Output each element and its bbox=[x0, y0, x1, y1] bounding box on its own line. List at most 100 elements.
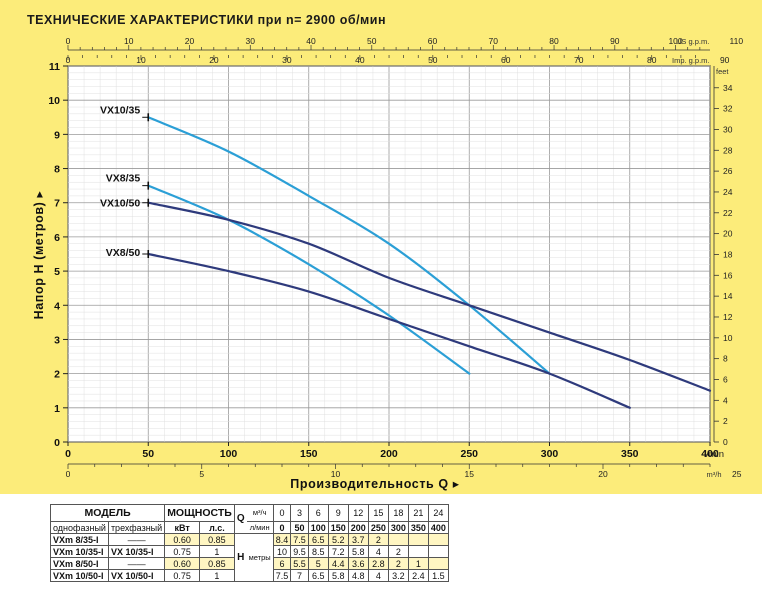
series-line-vx10-50 bbox=[147, 201, 712, 392]
h-value: 5.5 bbox=[290, 557, 309, 570]
us-gpm-tick-label: 100 bbox=[668, 36, 682, 46]
h-value: 10 bbox=[272, 545, 292, 558]
m3h-tick-label: 25 bbox=[732, 469, 742, 479]
h-value: 6 bbox=[272, 557, 292, 570]
series-labels: VX10/35 VX8/35 VX10/50 VX8/50 bbox=[100, 104, 150, 259]
model-header: МОДЕЛЬ bbox=[49, 504, 166, 522]
x-tick-label: 50 bbox=[142, 448, 154, 460]
power-kw: 0.75 bbox=[164, 569, 201, 582]
h-value: 7.5 bbox=[290, 533, 309, 546]
model-three: VX 10/35-I bbox=[107, 545, 166, 558]
h-value: 3.6 bbox=[347, 557, 369, 570]
h-value: 6.5 bbox=[307, 533, 329, 546]
flow-lmin-1: 50 bbox=[290, 521, 309, 534]
us-gpm-tick-label: 20 bbox=[185, 36, 195, 46]
h-value: 8.4 bbox=[272, 533, 292, 546]
feet-tick-label: 8 bbox=[723, 354, 728, 364]
m3h-tick-label: 5 bbox=[199, 469, 204, 479]
x-tick-label: 350 bbox=[621, 448, 639, 460]
power-hp: 1 bbox=[199, 569, 235, 582]
h-value: 2 bbox=[367, 533, 389, 546]
series-label-vx10-35: VX10/35 bbox=[100, 104, 140, 116]
flow-lmin-3: 150 bbox=[327, 521, 349, 534]
h-value bbox=[407, 533, 429, 546]
imp-gpm-unit-label: Imp. g.p.m. bbox=[672, 56, 710, 65]
flow-lmin-7: 350 bbox=[407, 521, 429, 534]
imp-gpm-tick-label: 70 bbox=[574, 55, 584, 65]
kw-header: кВт bbox=[164, 521, 201, 534]
flow-m3h-3: 9 bbox=[327, 504, 349, 522]
unit-m3h: м³/ч bbox=[246, 504, 274, 522]
q-label: Q bbox=[233, 504, 247, 534]
y-tick-label: 3 bbox=[54, 334, 60, 346]
imp-gpm-tick-label: 20 bbox=[209, 55, 219, 65]
flow-m3h-6: 18 bbox=[387, 504, 409, 522]
h-value: 4.4 bbox=[327, 557, 349, 570]
flow-m3h-1: 3 bbox=[290, 504, 309, 522]
feet-tick-label: 30 bbox=[723, 124, 733, 134]
us-gpm-tick-label: 0 bbox=[66, 36, 71, 46]
h-value: 8.5 bbox=[307, 545, 329, 558]
x-tick-label: 100 bbox=[220, 448, 238, 460]
flow-lmin-0: 0 bbox=[272, 521, 292, 534]
power-hp: 1 bbox=[199, 545, 235, 558]
model-single: VXm 10/50-I bbox=[50, 569, 109, 582]
y-tick-label: 8 bbox=[54, 164, 60, 176]
h-value: 7 bbox=[290, 569, 309, 582]
h-value: 3.7 bbox=[347, 533, 369, 546]
h-value: 6.5 bbox=[307, 569, 329, 582]
us-gpm-tick-label: 70 bbox=[489, 36, 499, 46]
model-three: —— bbox=[107, 533, 166, 546]
imp-gpm-tick-label: 0 bbox=[66, 55, 71, 65]
model-single: VXm 10/35-I bbox=[50, 545, 109, 558]
power-kw: 0.75 bbox=[164, 545, 201, 558]
h-value: 2.8 bbox=[367, 557, 389, 570]
flow-m3h-8: 24 bbox=[427, 504, 449, 522]
unit-lmin: л/мин bbox=[246, 521, 274, 534]
flow-lmin-4: 200 bbox=[347, 521, 369, 534]
us-gpm-tick-label: 40 bbox=[306, 36, 316, 46]
flow-lmin-2: 100 bbox=[307, 521, 329, 534]
feet-tick-label: 0 bbox=[723, 437, 728, 447]
y-tick-label: 4 bbox=[54, 300, 60, 312]
x-tick-label: 200 bbox=[380, 448, 398, 460]
feet-tick-label: 20 bbox=[723, 229, 733, 239]
h-value: 5.8 bbox=[347, 545, 369, 558]
chart-title: ТЕХНИЧЕСКИЕ ХАРАКТЕРИСТИКИ при n= 2900 о… bbox=[27, 13, 386, 27]
h-value: 1 bbox=[407, 557, 429, 570]
feet-tick-label: 32 bbox=[723, 104, 733, 114]
x-tick-label: 0 bbox=[65, 448, 71, 460]
us-gpm-tick-label: 90 bbox=[610, 36, 620, 46]
flow-m3h-7: 21 bbox=[407, 504, 429, 522]
m3h-tick-label: 0 bbox=[66, 469, 71, 479]
power-header: МОЩНОСТЬ bbox=[164, 504, 235, 522]
imp-gpm-tick-label: 60 bbox=[501, 55, 511, 65]
feet-tick-label: 14 bbox=[723, 291, 733, 301]
h-value: 9.5 bbox=[290, 545, 309, 558]
pump-performance-chart: ТЕХНИЧЕСКИЕ ХАРАКТЕРИСТИКИ при n= 2900 о… bbox=[27, 13, 743, 491]
y-tick-label: 9 bbox=[54, 129, 60, 141]
m3h-tick-label: 20 bbox=[598, 469, 608, 479]
h-value: 4 bbox=[367, 569, 389, 582]
feet-tick-label: 10 bbox=[723, 333, 733, 343]
axes bbox=[63, 45, 719, 469]
x-tick-label: 400 bbox=[701, 448, 719, 460]
feet-tick-label: 18 bbox=[723, 249, 733, 259]
h-value: 4.8 bbox=[347, 569, 369, 582]
table-row: VXm 10/35-I VX 10/35-I 0.75 1 10 9.5 8.5… bbox=[50, 545, 449, 558]
feet-tick-label: 24 bbox=[723, 187, 733, 197]
h-value bbox=[427, 545, 449, 558]
feet-tick-label: 6 bbox=[723, 374, 728, 384]
y-tick-label: 2 bbox=[54, 369, 60, 381]
flow-m3h-4: 12 bbox=[347, 504, 369, 522]
imp-gpm-tick-label: 10 bbox=[136, 55, 146, 65]
feet-tick-label: 12 bbox=[723, 312, 733, 322]
model-single: VXm 8/35-I bbox=[50, 533, 109, 546]
feet-tick-label: 2 bbox=[723, 416, 728, 426]
y-tick-label: 11 bbox=[49, 61, 60, 73]
imp-gpm-tick-label: 50 bbox=[428, 55, 438, 65]
feet-unit-label: feet bbox=[716, 67, 729, 76]
feet-tick-label: 28 bbox=[723, 145, 733, 155]
y-tick-label: 6 bbox=[54, 232, 60, 244]
